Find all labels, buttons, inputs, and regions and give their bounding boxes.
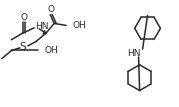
Text: OH: OH — [45, 46, 58, 55]
Text: HN: HN — [127, 48, 140, 57]
Text: O: O — [20, 13, 27, 22]
Text: OH: OH — [72, 21, 86, 30]
Text: HN: HN — [35, 22, 49, 31]
Text: O: O — [48, 5, 55, 14]
Text: S: S — [20, 42, 26, 52]
